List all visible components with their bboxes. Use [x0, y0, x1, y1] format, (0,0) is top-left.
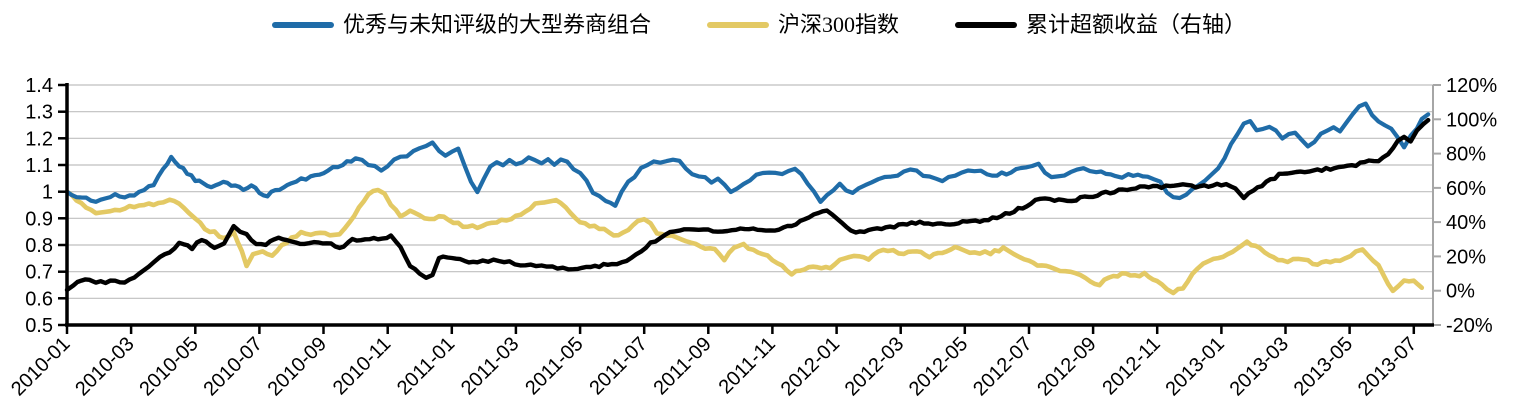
x-tick-label: 2010-05	[135, 333, 202, 400]
legend: 优秀与未知评级的大型券商组合 沪深300指数 累计超额收益（右轴）	[0, 14, 1518, 36]
x-tick-label: 2010-11	[329, 333, 395, 399]
y-right-tick-label: 80%	[1446, 144, 1486, 166]
gridlines	[67, 84, 1433, 299]
x-tick-label: 2013-05	[1290, 333, 1357, 400]
x-tick-label: 2013-01	[1161, 333, 1228, 400]
x-tick-label: 2011-05	[521, 333, 587, 399]
series-lines	[64, 101, 1431, 296]
series-line-1	[64, 187, 1425, 296]
x-tick-label: 2010-09	[264, 333, 331, 400]
x-tick-label: 2010-01	[7, 333, 74, 400]
y-left-tick-label: 0.5	[25, 315, 53, 337]
series-line-2	[64, 117, 1431, 293]
y-left-tick-label: 0.7	[25, 262, 53, 284]
x-tick-label: 2011-01	[393, 333, 459, 399]
y-left-tick-label: 1.1	[25, 155, 53, 177]
y-right-tick-label: 100%	[1446, 109, 1497, 131]
y-left-tick-label: 1.2	[25, 128, 53, 150]
x-tick-label: 2012-07	[969, 333, 1036, 400]
x-tick-label: 2011-03	[457, 333, 523, 399]
axes	[58, 83, 1434, 334]
y-axis-right	[1432, 84, 1441, 326]
x-tick-label: 2010-03	[71, 333, 138, 400]
x-tick-label: 2012-05	[905, 333, 972, 400]
y-right-tick-label: 60%	[1446, 178, 1486, 200]
legend-item-cumulative-excess-return: 累计超额收益（右轴）	[955, 14, 1246, 36]
y-right-tick-label: 120%	[1446, 75, 1497, 97]
series-line-0	[64, 101, 1431, 208]
y-left-tick-label: 0.8	[25, 235, 53, 257]
x-tick-label: 2012-03	[841, 333, 908, 400]
x-tick-label: 2011-11	[715, 333, 780, 398]
y-left-tick-label: 0.9	[25, 208, 53, 230]
legend-line-swatch-blue-icon	[271, 22, 334, 28]
y-left-tick-label: 1.3	[25, 102, 53, 124]
legend-item-broker-portfolio: 优秀与未知评级的大型券商组合	[271, 12, 651, 37]
x-tick-label: 2012-01	[777, 333, 844, 400]
x-tick-label: 2011-09	[649, 333, 715, 399]
legend-label-broker-portfolio: 优秀与未知评级的大型券商组合	[342, 12, 651, 37]
y-left-tick-label: 1.4	[25, 75, 53, 97]
legend-line-swatch-black-icon	[955, 22, 1017, 28]
legend-line-swatch-yellow-icon	[706, 22, 769, 28]
legend-label-csi300: 沪深300指数	[777, 12, 899, 37]
y-left-tick-label: 1	[42, 182, 53, 204]
y-right-tick-label: 40%	[1446, 212, 1486, 234]
x-tick-label: 2010-07	[199, 333, 266, 400]
y-right-tick-label: -20%	[1446, 315, 1493, 337]
legend-label-cumulative-excess-return: 累计超额收益（右轴）	[1026, 12, 1247, 37]
y-axis-right-labels: 120% 100% 80% 60% 40% 20% 0% -20%	[1446, 75, 1497, 337]
y-right-tick-label: 20%	[1446, 246, 1486, 268]
legend-item-csi300: 沪深300指数	[706, 12, 899, 37]
y-axis-left-labels: 1.4 1.3 1.2 1.1 1 0.9 0.8 0.7 0.6 0.5	[25, 75, 53, 337]
y-left-tick-label: 0.6	[25, 288, 53, 310]
x-tick-label: 2013-03	[1226, 333, 1293, 400]
y-right-tick-label: 0%	[1446, 281, 1475, 303]
x-tick-label: 2012-11	[1098, 333, 1164, 399]
x-axis-labels: 2010-012010-032010-052010-072010-092010-…	[7, 333, 1421, 400]
x-tick-label: 2011-07	[585, 333, 651, 399]
x-tick-label: 2013-07	[1354, 333, 1421, 400]
x-tick-label: 2012-09	[1033, 333, 1100, 400]
